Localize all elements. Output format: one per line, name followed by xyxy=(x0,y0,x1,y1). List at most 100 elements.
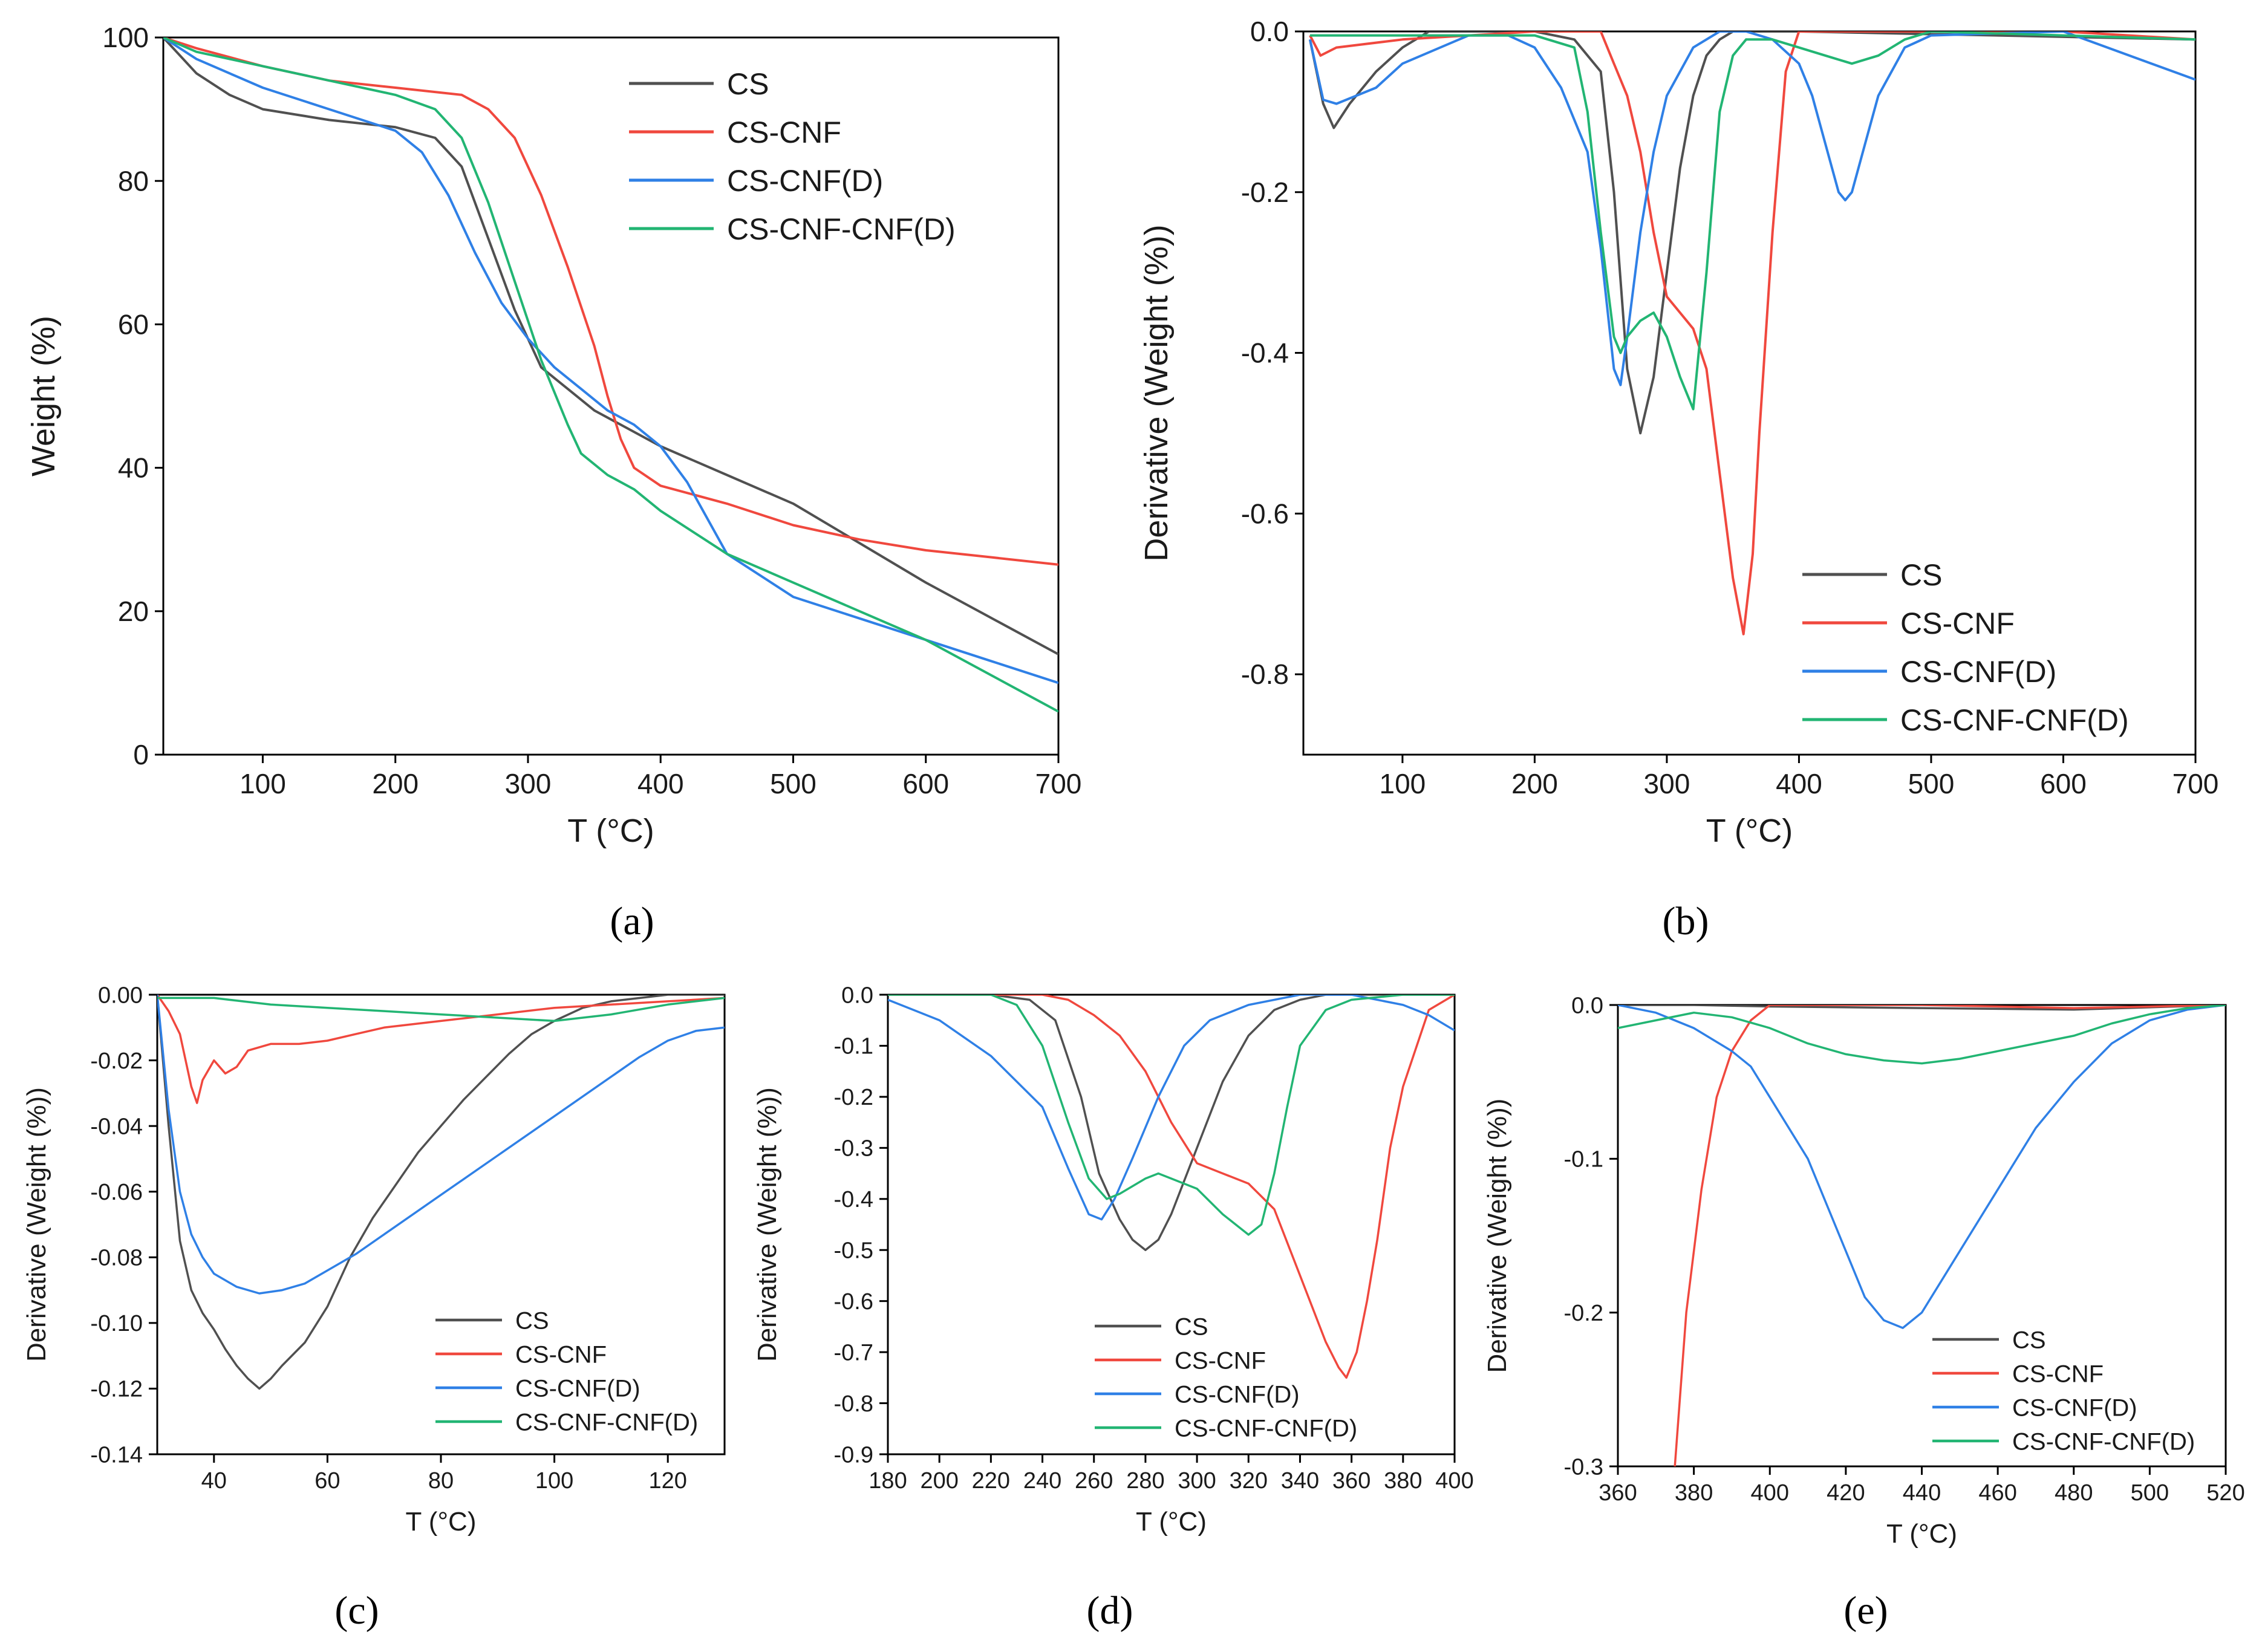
series-line-cs-cnf-d xyxy=(163,37,1058,685)
y-axis-title: Derivative (Weight (%)) xyxy=(752,1087,782,1362)
legend-entry: CS-CNF(D) xyxy=(1175,1381,1300,1408)
x-tick-label: 80 xyxy=(428,1468,454,1494)
y-tick-label: -0.04 xyxy=(90,1114,143,1139)
x-tick-label: 100 xyxy=(240,768,286,799)
x-tick-label: 500 xyxy=(770,768,816,799)
plot-frame xyxy=(1302,30,2197,756)
y-axis-title: Derivative (Weight (%)) xyxy=(1138,224,1175,561)
legend: CS CS-CNF CS-CNF(D) CS-CNF-CNF(D) xyxy=(1932,1327,2195,1455)
y-axis-title: Derivative (Weight (%)) xyxy=(22,1087,51,1362)
x-tick-label: 420 xyxy=(1827,1480,1865,1506)
legend-entry: CS-CNF xyxy=(727,115,841,149)
legend: CS CS-CNF CS-CNF(D) CS-CNF-CNF(D) xyxy=(1095,1313,1357,1442)
series-line-cs-cnf xyxy=(163,37,1058,566)
y-tick-label: -0.6 xyxy=(1241,498,1289,529)
y-tick-label: 0.0 xyxy=(841,983,873,1008)
legend: CS CS-CNF CS-CNF(D) CS-CNF-CNF(D) xyxy=(435,1307,698,1436)
x-tick-label: 40 xyxy=(201,1468,227,1494)
legend-entry: CS-CNF-CNF(D) xyxy=(515,1409,698,1436)
x-tick-label: 700 xyxy=(1035,768,1082,799)
y-tick-label: 0 xyxy=(133,739,149,770)
legend-entry: CS xyxy=(2012,1327,2046,1353)
x-axis-title: T (°C) xyxy=(406,1507,477,1537)
x-tick-label: 60 xyxy=(315,1468,340,1494)
x-axis-title: T (°C) xyxy=(1136,1507,1207,1537)
series-line-cs-cnf-cnf-d xyxy=(888,995,1455,1236)
x-axis-title: T (°C) xyxy=(1706,813,1793,849)
x-axis-title: T (°C) xyxy=(567,813,654,849)
y-tick-label: -0.8 xyxy=(1241,659,1289,690)
y-tick-label: 20 xyxy=(118,596,149,627)
series-group xyxy=(1308,31,2195,636)
x-tick-label: 480 xyxy=(2055,1480,2093,1506)
panel-c: 40 60 80 100 120 0.00 -0.02 -0.04 -0.06 -0.08 -0.1… xyxy=(22,983,726,1633)
y-tick-label: -0.6 xyxy=(834,1289,873,1315)
y-tick-label: -0.4 xyxy=(1241,337,1289,369)
panel-e: 360 380 400 420 440 460 480 500 520 0.0 -0.1 -0.2 -0… xyxy=(1482,993,2245,1633)
x-tick-label: 280 xyxy=(1126,1468,1164,1494)
plot-frame xyxy=(887,993,1456,1455)
y-tick-label: -0.14 xyxy=(90,1442,143,1468)
x-tick-label: 400 xyxy=(1751,1480,1789,1506)
x-tick-label: 340 xyxy=(1281,1468,1319,1494)
series-line-cs xyxy=(1618,1005,2226,1011)
series-line-cs-cnf-cnf-d xyxy=(163,37,1058,713)
y-tick-label: -0.08 xyxy=(90,1246,143,1271)
series-line-cs-cnf xyxy=(888,995,1455,1379)
x-tick-label: 100 xyxy=(535,1468,573,1494)
x-tick-label: 220 xyxy=(972,1468,1010,1494)
y-tick-label: -0.2 xyxy=(1241,177,1289,208)
series-line-cs-cnf-d xyxy=(888,995,1455,1221)
y-tick-label: -0.1 xyxy=(834,1034,873,1059)
plot-frame xyxy=(162,36,1060,756)
y-tick-label: 100 xyxy=(102,22,149,53)
y-tick-label: 0.0 xyxy=(1571,993,1603,1018)
x-tick-label: 460 xyxy=(1978,1480,2016,1506)
panel-label: (d) xyxy=(1087,1589,1133,1633)
y-tick-label: -0.1 xyxy=(1564,1147,1603,1172)
y-tick-label: -0.9 xyxy=(834,1442,873,1468)
y-tick-label: -0.7 xyxy=(834,1340,873,1365)
x-tick-label: 100 xyxy=(1380,768,1426,799)
legend-entry: CS-CNF(D) xyxy=(1900,655,2056,689)
series-line-cs-cnf-cnf-d xyxy=(1309,31,2195,411)
x-tick-label: 120 xyxy=(648,1468,686,1494)
legend-entry: CS-CNF xyxy=(2012,1361,2104,1387)
x-tick-label: 520 xyxy=(2206,1480,2244,1506)
series-line-cs xyxy=(888,995,1455,1251)
y-tick-label: 80 xyxy=(118,165,149,197)
x-tick-label: 240 xyxy=(1023,1468,1061,1494)
y-tick-label: 0.00 xyxy=(98,983,143,1008)
series-line-cs-cnf-d xyxy=(1618,1005,2226,1329)
x-tick-label: 380 xyxy=(1384,1468,1422,1494)
legend-entry: CS-CNF xyxy=(1175,1347,1266,1374)
legend-entry: CS-CNF-CNF(D) xyxy=(727,212,956,246)
y-axis-title: Derivative (Weight (%)) xyxy=(1482,1099,1512,1373)
x-tick-label: 200 xyxy=(372,768,419,799)
series-line-cs-cnf-d xyxy=(1308,31,2195,386)
series-line-cs-cnf xyxy=(1674,1005,2226,1466)
panel-b: 100 200 300 400 500 600 700 0.0 -0.2 -0.4 -0.6 -0.8… xyxy=(1138,16,2218,943)
series-line-cs xyxy=(1308,31,2195,435)
series-line-cs xyxy=(157,995,725,1390)
legend: CS CS-CNF CS-CNF(D) CS-CNF-CNF(D) xyxy=(1802,558,2129,737)
legend-entry: CS-CNF(D) xyxy=(727,164,883,198)
series-group xyxy=(888,995,1455,1379)
series-line-cs-cnf xyxy=(1309,31,2195,636)
panel-d: 180 200 220 240 260 280 300 320 340 360 380 400 0.0 -… xyxy=(752,983,1474,1633)
y-tick-label: -0.3 xyxy=(1564,1454,1603,1480)
x-tick-label: 300 xyxy=(1644,768,1690,799)
y-tick-label: -0.10 xyxy=(90,1311,143,1336)
x-tick-label: 600 xyxy=(2040,768,2087,799)
legend-entry: CS xyxy=(727,67,769,101)
y-tick-label: -0.02 xyxy=(90,1049,143,1074)
y-tick-label: -0.06 xyxy=(90,1180,143,1205)
y-tick-label: -0.12 xyxy=(90,1377,143,1402)
series-group xyxy=(163,37,1058,713)
legend: CS CS-CNF CS-CNF(D) CS-CNF-CNF(D) xyxy=(629,67,956,246)
series-line-cs-cnf xyxy=(157,995,725,1104)
legend-entry: CS xyxy=(1175,1313,1208,1340)
y-tick-label: -0.2 xyxy=(1564,1301,1603,1326)
x-tick-label: 600 xyxy=(902,768,949,799)
legend-entry: CS-CNF-CNF(D) xyxy=(2012,1428,2195,1455)
